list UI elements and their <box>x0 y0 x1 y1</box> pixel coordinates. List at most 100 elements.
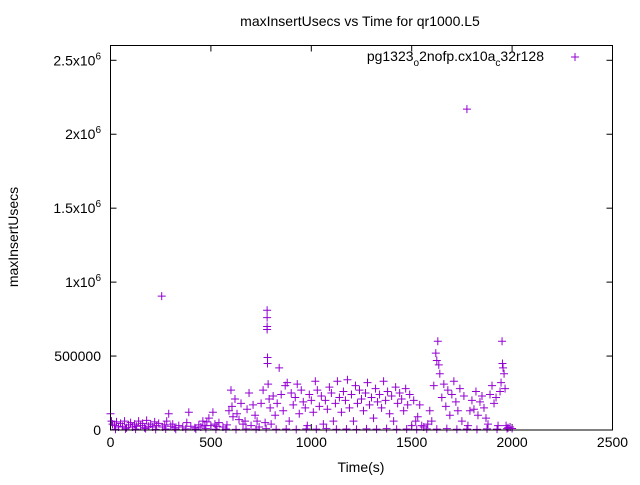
data-point <box>297 386 306 395</box>
data-point <box>331 399 340 408</box>
x-axis-label: Time(s) <box>338 459 385 475</box>
data-point <box>504 423 513 432</box>
data-point <box>208 408 217 417</box>
data-point <box>442 424 451 433</box>
data-point <box>392 425 401 434</box>
data-point <box>329 417 338 426</box>
data-point <box>154 419 163 428</box>
data-point <box>312 425 321 434</box>
data-point <box>245 389 254 398</box>
data-point <box>365 400 374 409</box>
data-point <box>253 417 262 426</box>
data-point <box>371 384 380 393</box>
data-point <box>355 386 364 395</box>
y-axis-label: maxInsertUsecs <box>5 187 21 287</box>
data-point <box>319 420 328 429</box>
data-point <box>266 403 275 412</box>
data-point <box>422 424 431 433</box>
data-point <box>111 425 120 434</box>
data-point <box>434 360 443 369</box>
data-point <box>486 390 495 399</box>
data-point <box>305 390 314 399</box>
data-point <box>382 424 391 433</box>
data-point <box>477 391 486 400</box>
data-point <box>267 420 276 429</box>
data-point <box>271 411 280 420</box>
data-point <box>492 393 501 402</box>
data-point <box>447 390 456 399</box>
data-point <box>399 406 408 415</box>
data-point <box>171 425 180 434</box>
data-point <box>342 424 351 433</box>
data-point <box>242 424 251 433</box>
data-point <box>151 425 160 434</box>
data-point <box>433 337 442 346</box>
data-point <box>121 424 130 433</box>
data-point <box>359 406 368 415</box>
data-point <box>501 384 510 393</box>
data-point <box>395 389 404 398</box>
data-point <box>150 417 159 426</box>
data-point <box>131 425 140 434</box>
data-point <box>269 391 278 400</box>
data-point <box>160 420 169 429</box>
data-point <box>332 425 341 434</box>
data-point <box>211 425 220 434</box>
data-point <box>202 417 211 426</box>
data-point <box>483 424 491 433</box>
data-point <box>432 356 441 365</box>
data-point <box>375 390 384 399</box>
data-point <box>283 378 292 387</box>
data-point <box>251 411 260 420</box>
data-point <box>233 409 242 418</box>
data-point <box>259 386 268 395</box>
data-point <box>263 325 272 334</box>
data-point <box>289 400 298 409</box>
data-point <box>457 417 466 426</box>
data-point <box>379 377 388 386</box>
data-point <box>140 423 149 432</box>
data-point <box>479 403 488 412</box>
data-point <box>263 313 272 322</box>
data-point <box>112 417 121 426</box>
data-points <box>106 105 517 434</box>
data-point <box>407 421 416 430</box>
data-point <box>214 418 223 427</box>
data-point <box>412 425 421 434</box>
data-point <box>263 359 272 368</box>
data-point <box>204 414 213 423</box>
data-point <box>345 403 354 412</box>
data-point <box>475 397 484 406</box>
data-point <box>191 425 200 434</box>
data-point <box>481 414 490 423</box>
data-point <box>273 399 282 408</box>
data-point <box>349 417 358 426</box>
data-point <box>335 393 344 402</box>
x-tick-label: 500 <box>199 434 223 450</box>
data-point <box>261 418 270 427</box>
data-point <box>282 424 291 433</box>
x-tick-label: 2000 <box>497 434 528 450</box>
x-tick-label: 0 <box>107 434 115 450</box>
data-point <box>224 406 233 415</box>
data-point <box>206 421 215 430</box>
data-point <box>299 397 308 406</box>
data-point <box>498 359 507 368</box>
data-point <box>120 417 129 426</box>
data-point <box>227 402 236 411</box>
data-point <box>241 417 250 426</box>
data-point <box>453 406 462 415</box>
data-point <box>303 421 312 430</box>
data-point <box>275 363 284 372</box>
data-point <box>226 386 235 395</box>
data-point <box>313 386 322 395</box>
data-point <box>347 390 356 399</box>
data-point <box>333 377 342 386</box>
data-point <box>341 396 350 405</box>
data-point <box>221 424 230 433</box>
data-point <box>232 425 240 434</box>
data-point <box>437 393 446 402</box>
data-point <box>445 411 454 420</box>
data-point <box>235 415 244 424</box>
data-point <box>302 424 311 433</box>
